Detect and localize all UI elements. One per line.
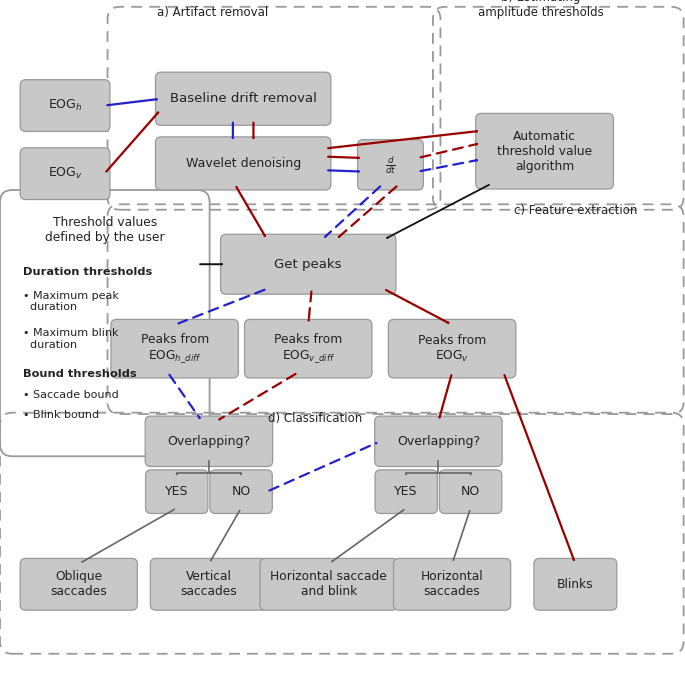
FancyBboxPatch shape xyxy=(358,140,423,190)
FancyBboxPatch shape xyxy=(21,558,137,610)
Text: EOG$_v$: EOG$_v$ xyxy=(48,166,82,181)
Text: • Saccade bound: • Saccade bound xyxy=(23,390,119,400)
Text: YES: YES xyxy=(165,485,188,498)
FancyBboxPatch shape xyxy=(260,558,397,610)
FancyBboxPatch shape xyxy=(475,113,614,189)
FancyBboxPatch shape xyxy=(375,416,502,466)
FancyBboxPatch shape xyxy=(150,558,267,610)
FancyBboxPatch shape xyxy=(155,137,331,190)
Text: Blinks: Blinks xyxy=(557,577,594,591)
Text: Horizontal saccade
and blink: Horizontal saccade and blink xyxy=(271,570,387,599)
FancyBboxPatch shape xyxy=(375,470,437,513)
Text: Automatic
threshold value
algorithm: Automatic threshold value algorithm xyxy=(497,129,592,173)
Text: Bound thresholds: Bound thresholds xyxy=(23,369,136,379)
FancyBboxPatch shape xyxy=(440,470,501,513)
Text: Duration thresholds: Duration thresholds xyxy=(23,267,152,277)
Text: Peaks from
EOG$_{v\_diff}$: Peaks from EOG$_{v\_diff}$ xyxy=(274,333,342,364)
Text: Oblique
saccades: Oblique saccades xyxy=(51,570,107,599)
Text: • Maximum peak
  duration: • Maximum peak duration xyxy=(23,291,119,313)
Text: NO: NO xyxy=(461,485,480,498)
FancyBboxPatch shape xyxy=(111,319,238,378)
FancyBboxPatch shape xyxy=(21,148,110,200)
Text: • Maximum blink
  duration: • Maximum blink duration xyxy=(23,328,118,350)
Text: a) Artifact removal: a) Artifact removal xyxy=(157,6,268,19)
FancyBboxPatch shape xyxy=(155,72,331,125)
Text: Vertical
saccades: Vertical saccades xyxy=(181,570,237,599)
FancyBboxPatch shape xyxy=(534,558,617,610)
Text: NO: NO xyxy=(232,485,251,498)
Text: Get peaks: Get peaks xyxy=(275,257,342,271)
FancyBboxPatch shape xyxy=(21,80,110,131)
FancyBboxPatch shape xyxy=(393,558,510,610)
Text: Horizontal
saccades: Horizontal saccades xyxy=(421,570,484,599)
FancyBboxPatch shape xyxy=(221,234,396,294)
Text: Wavelet denoising: Wavelet denoising xyxy=(186,157,301,170)
FancyBboxPatch shape xyxy=(210,470,272,513)
Text: $\frac{d}{dt}$: $\frac{d}{dt}$ xyxy=(385,154,396,176)
FancyBboxPatch shape xyxy=(145,416,273,466)
Text: Overlapping?: Overlapping? xyxy=(167,434,251,448)
Text: d) Classification: d) Classification xyxy=(268,412,362,425)
Text: Threshold values
defined by the user: Threshold values defined by the user xyxy=(45,216,164,244)
Text: Peaks from
EOG$_v$: Peaks from EOG$_v$ xyxy=(418,334,486,364)
Text: b) Estimating
amplitude thresholds: b) Estimating amplitude thresholds xyxy=(478,0,604,19)
Text: Overlapping?: Overlapping? xyxy=(397,434,480,448)
Text: Peaks from
EOG$_{h\_diff}$: Peaks from EOG$_{h\_diff}$ xyxy=(140,333,209,364)
FancyBboxPatch shape xyxy=(245,319,372,378)
FancyBboxPatch shape xyxy=(388,319,516,378)
Text: YES: YES xyxy=(395,485,418,498)
Text: Baseline drift removal: Baseline drift removal xyxy=(170,92,316,106)
Text: • Blink bound: • Blink bound xyxy=(23,410,99,420)
Text: EOG$_h$: EOG$_h$ xyxy=(48,98,82,113)
Text: c) Feature extraction: c) Feature extraction xyxy=(514,204,637,217)
FancyBboxPatch shape xyxy=(145,470,208,513)
